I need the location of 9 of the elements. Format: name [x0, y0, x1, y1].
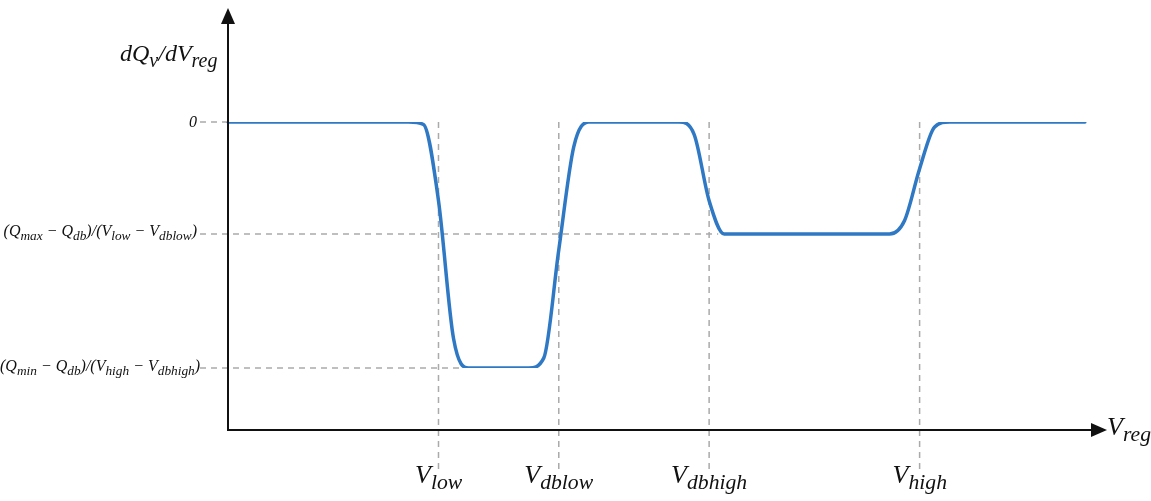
text: (Q$_{min}$ − Q$_{db}$)/(V$_{high}$ − V$_{dbhigh}$): [0, 356, 201, 378]
x-axis-title: V$_{reg}$: [1107, 412, 1151, 448]
x-tick-label: V$_{dbhigh}$: [671, 460, 748, 496]
y-axis-title: dQ$_{v}$/dV$_{reg}$: [120, 40, 218, 72]
x-tick-label: V$_{low}$: [414, 460, 463, 496]
text: (Q$_{max}$ − Q$_{db}$)/(V$_{low}$ − V$_{dblow}$): [3, 222, 197, 244]
ref-line-label: 0: [188, 112, 197, 132]
x-tick-label: V$_{high}$: [892, 460, 948, 496]
x-tick-label: V$_{dblow}$: [524, 460, 594, 496]
